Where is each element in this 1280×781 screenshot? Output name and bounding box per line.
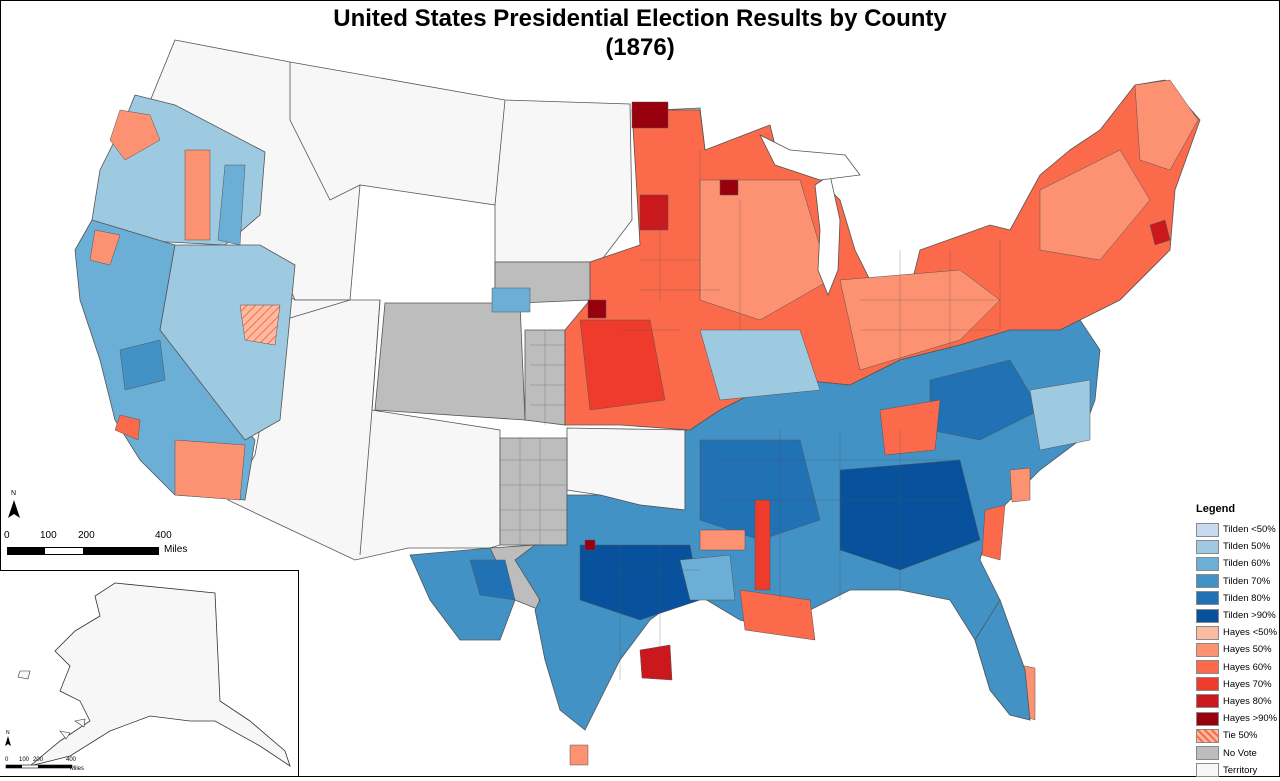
state-nevada — [159, 244, 296, 441]
legend-label: Hayes 60% — [1223, 661, 1272, 673]
map-title: United States Presidential Election Resu… — [0, 4, 1280, 62]
legend-list: Tilden <50% Tilden 50% Tilden 60% Tilden 70… — [1196, 521, 1280, 779]
novote-colorado — [374, 302, 526, 421]
legend-item: Tilden <50% — [1196, 521, 1280, 538]
legend-item: Hayes 70% — [1196, 676, 1280, 693]
legend-label: Hayes 80% — [1223, 695, 1272, 707]
lake-michigan — [814, 174, 841, 297]
north-arrow-icon — [8, 500, 20, 518]
scale-tick-400: 400 — [155, 530, 172, 541]
alaska-inset: N 0 100 200 400 Miles — [0, 570, 299, 777]
legend-swatch — [1196, 642, 1219, 657]
legend-item: Hayes >90% — [1196, 710, 1280, 727]
inset-scale-tick-100: 100 — [19, 757, 30, 763]
legend-swatch — [1196, 746, 1219, 761]
legend-item: Hayes 60% — [1196, 659, 1280, 676]
legend-label: Territory — [1223, 764, 1258, 776]
legend-item: Hayes 80% — [1196, 693, 1280, 710]
legend-label: Tilden >90% — [1223, 610, 1276, 622]
legend-item: Tilden >90% — [1196, 607, 1280, 624]
legend-item: Hayes <50% — [1196, 624, 1280, 641]
legend-item: Tilden 60% — [1196, 555, 1280, 572]
legend-swatch — [1196, 539, 1219, 554]
legend-swatch — [1196, 694, 1219, 709]
novote-texas-panhandle — [499, 437, 568, 546]
scale-tick-200: 200 — [78, 530, 95, 541]
legend-label: Tie 50% — [1223, 730, 1258, 742]
inset-scale-tick-0: 0 — [5, 757, 9, 763]
north-label: N — [11, 490, 16, 497]
scale-unit: Miles — [164, 544, 188, 555]
legend-label: Tilden 70% — [1223, 575, 1271, 587]
legend-swatch — [1196, 591, 1219, 606]
alaska-map: N — [5, 582, 291, 769]
legend-item: No Vote — [1196, 744, 1280, 761]
legend-label: Hayes 50% — [1223, 644, 1272, 656]
scale-tick-0: 0 — [4, 530, 10, 541]
map-title-line2: (1876) — [605, 34, 675, 61]
legend-swatch — [1196, 728, 1219, 743]
legend-swatch — [1196, 677, 1219, 692]
legend-item: Tilden 80% — [1196, 590, 1280, 607]
legend-title: Legend — [1196, 503, 1236, 515]
legend-label: Hayes >90% — [1223, 713, 1278, 725]
legend-item: Tie 50% — [1196, 727, 1280, 744]
legend-label: Tilden <50% — [1223, 524, 1276, 536]
legend-swatch — [1196, 556, 1219, 571]
legend: Legend Tilden <50% Tilden 50% Tilden 60% Ti… — [1196, 503, 1280, 779]
legend-item: Tilden 70% — [1196, 573, 1280, 590]
inset-scale-tick-200: 200 — [33, 757, 44, 763]
legend-swatch — [1196, 660, 1219, 675]
legend-item: Territory — [1196, 762, 1280, 779]
lake-superior — [759, 134, 861, 181]
inset-scale-tick-400: 400 — [66, 757, 77, 763]
legend-swatch — [1196, 711, 1219, 726]
legend-item: Tilden 50% — [1196, 538, 1280, 555]
inset-north-label: N — [6, 730, 10, 736]
scale-bar-graphic — [7, 547, 159, 555]
legend-swatch — [1196, 574, 1219, 589]
legend-swatch — [1196, 522, 1219, 537]
map-title-line1: United States Presidential Election Resu… — [333, 5, 947, 32]
legend-label: Tilden 50% — [1223, 541, 1271, 553]
legend-swatch — [1196, 608, 1219, 623]
legend-item: Hayes 50% — [1196, 641, 1280, 658]
scale-bar: 0 100 200 400 Miles — [4, 530, 204, 558]
inset-north-arrow-icon — [5, 736, 11, 746]
legend-label: Hayes 70% — [1223, 678, 1272, 690]
legend-swatch — [1196, 763, 1219, 778]
legend-label: Hayes <50% — [1223, 627, 1278, 639]
legend-label: Tilden 80% — [1223, 592, 1271, 604]
inset-scale-unit: Miles — [70, 766, 85, 772]
legend-label: Tilden 60% — [1223, 558, 1271, 570]
legend-swatch — [1196, 625, 1219, 640]
scale-tick-100: 100 — [40, 530, 57, 541]
legend-label: No Vote — [1223, 747, 1257, 759]
